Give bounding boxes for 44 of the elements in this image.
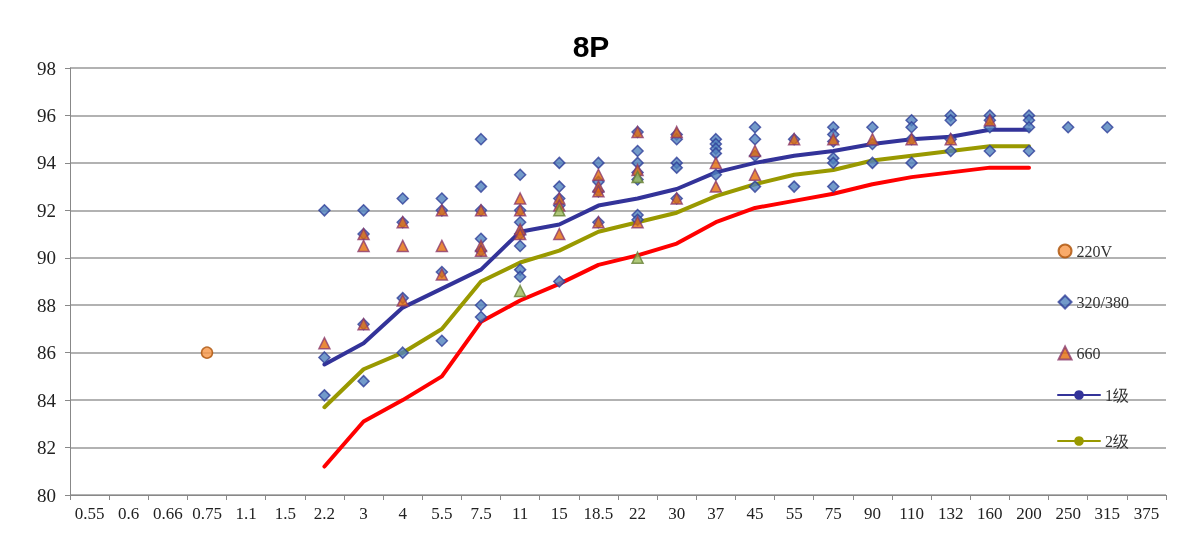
x-tick-label: 0.55	[74, 504, 105, 523]
y-tick-label: 88	[37, 294, 56, 316]
x-tick-label: 1.5	[274, 504, 296, 523]
y-tick-label: 82	[37, 437, 56, 459]
x-tick-label: 2.2	[313, 504, 336, 523]
x-tick-label: 18.5	[583, 504, 614, 523]
x-tick-label: 11	[511, 504, 529, 523]
x-tick-label: 315	[1094, 504, 1121, 523]
y-tick-label: 92	[37, 199, 56, 221]
x-tick-label: 45	[746, 504, 764, 523]
y-tick-label: 84	[37, 389, 57, 411]
legend-label: 320/380	[1076, 293, 1130, 311]
x-tick-label: 7.5	[470, 504, 492, 523]
x-tick-label: 110	[899, 504, 925, 523]
legend-label: 2级	[1105, 432, 1129, 450]
y-tick-label: 94	[37, 152, 57, 174]
x-tick-label: 55	[785, 504, 803, 523]
y-tick-label: 86	[37, 342, 56, 364]
legend-label: 1级	[1105, 386, 1129, 404]
chart-title: 8P	[572, 29, 610, 63]
legend-label: 660	[1076, 344, 1101, 362]
x-tick-label: 75	[824, 504, 842, 523]
x-tick-label: 5.5	[431, 504, 453, 523]
x-tick-label: 375	[1133, 504, 1160, 523]
x-tick-label: 160	[977, 504, 1003, 523]
x-tick-label: 0.75	[192, 504, 222, 523]
x-tick-label: 4	[398, 504, 408, 523]
x-tick-label: 15	[550, 504, 568, 523]
y-tick-label: 96	[37, 104, 56, 126]
y-tick-label: 98	[37, 57, 56, 79]
legend-label: 220V	[1076, 242, 1113, 260]
x-tick-label: 22	[629, 504, 647, 523]
x-tick-label: 90	[863, 504, 881, 523]
x-tick-label: 0.66	[152, 504, 183, 523]
x-tick-label: 0.6	[118, 504, 140, 523]
x-tick-label: 200	[1016, 504, 1042, 523]
x-tick-label: 3	[359, 504, 368, 523]
x-tick-label: 132	[937, 504, 964, 523]
x-tick-label: 250	[1055, 504, 1081, 523]
x-tick-label: 1.1	[235, 504, 257, 523]
y-tick-label: 80	[37, 484, 56, 506]
x-tick-label: 37	[707, 504, 725, 523]
y-tick-label: 90	[37, 247, 56, 269]
x-tick-label: 30	[668, 504, 686, 523]
